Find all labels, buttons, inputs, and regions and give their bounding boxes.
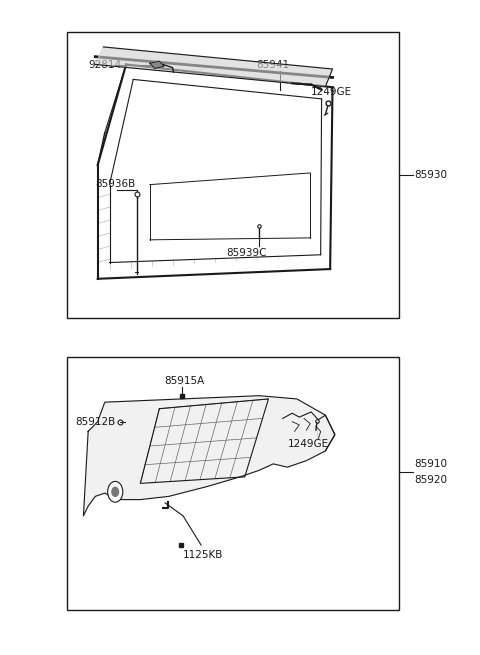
Circle shape	[112, 487, 119, 496]
Text: 85912B: 85912B	[75, 417, 116, 426]
Text: 1125KB: 1125KB	[183, 550, 224, 559]
Text: 92814: 92814	[88, 60, 121, 70]
Text: 85915A: 85915A	[164, 376, 204, 386]
Text: 85941: 85941	[257, 60, 290, 69]
Text: 1249GE: 1249GE	[288, 440, 329, 449]
Text: 85920: 85920	[415, 475, 447, 485]
Text: 85936B: 85936B	[96, 179, 135, 189]
Text: 85910: 85910	[415, 459, 447, 469]
Bar	[67, 357, 399, 610]
Bar	[67, 32, 399, 318]
Text: 1249GE: 1249GE	[311, 87, 352, 98]
Polygon shape	[150, 61, 164, 68]
Circle shape	[108, 481, 123, 502]
Polygon shape	[96, 47, 333, 86]
Text: 85939C: 85939C	[226, 248, 266, 258]
Polygon shape	[84, 396, 335, 516]
Text: 85930: 85930	[415, 170, 447, 180]
